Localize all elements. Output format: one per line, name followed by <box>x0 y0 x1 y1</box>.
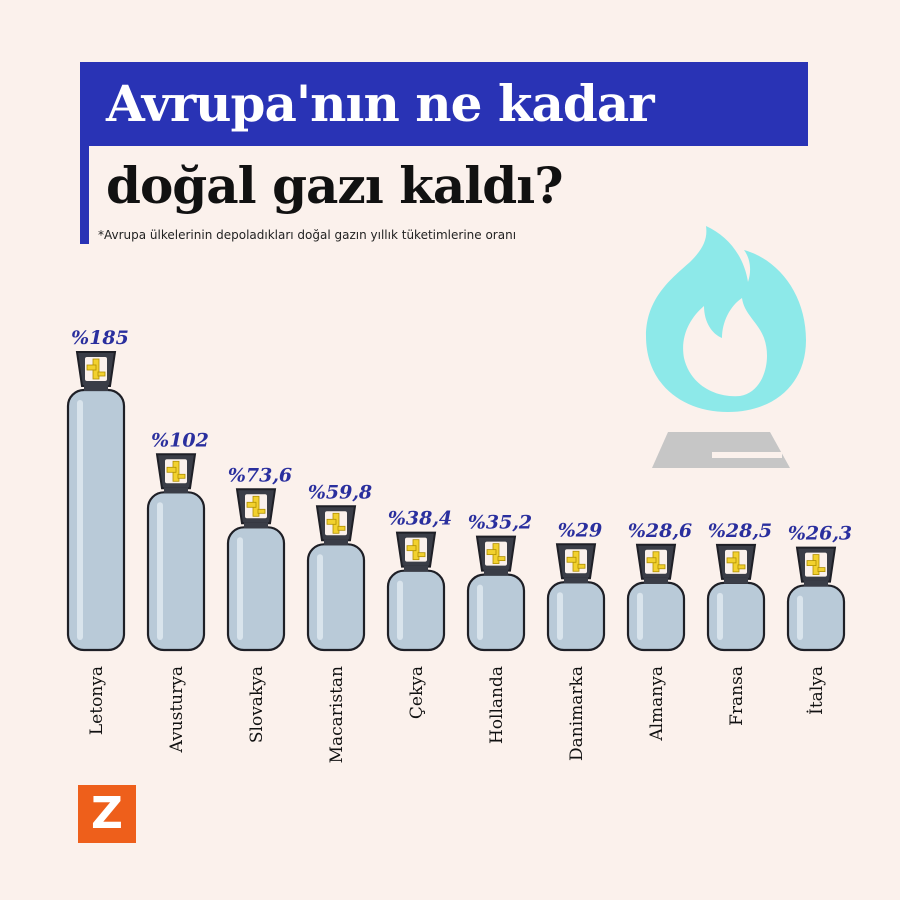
cylinder-highlight <box>637 592 643 640</box>
category-label: İtalya <box>806 666 827 715</box>
cylinder-1: %185 Letonya <box>66 327 129 735</box>
value-label: %185 <box>71 327 129 349</box>
cylinder-2: %102 Avusturya <box>146 429 209 754</box>
valve-handle <box>566 556 577 563</box>
valve-collar <box>804 580 828 587</box>
valve-handle <box>166 466 177 473</box>
valve-collar <box>164 487 188 494</box>
logo-letter: Z <box>91 788 123 839</box>
value-label: %28,5 <box>708 520 772 542</box>
cylinder-body <box>626 581 686 652</box>
category-label: Fransa <box>727 666 747 726</box>
cylinder-highlight <box>717 592 723 640</box>
valve-handle <box>406 545 417 552</box>
cylinder-body <box>66 388 126 652</box>
value-label: %26,3 <box>788 523 852 545</box>
chart-subtitle: *Avrupa ülkelerinin depoladıkları doğal … <box>98 228 517 242</box>
category-label: Letonya <box>87 666 107 735</box>
cylinder-highlight <box>237 537 243 640</box>
valve-outlet <box>817 567 826 572</box>
cylinder-body <box>706 581 766 652</box>
valve-collar <box>564 577 588 584</box>
cylinder-highlight <box>477 584 483 640</box>
value-label: %28,6 <box>628 520 692 542</box>
burner-slot <box>712 452 782 458</box>
valve-outlet <box>497 556 506 562</box>
value-label: %102 <box>151 429 209 451</box>
valve-outlet <box>97 371 106 377</box>
valve-handle <box>646 557 657 564</box>
cylinder-highlight <box>397 580 403 640</box>
category-label: Hollanda <box>487 666 507 744</box>
valve-collar <box>724 577 748 584</box>
cylinder-10: %26,3 İtalya <box>786 523 852 715</box>
cylinder-4: %59,8 Macaristan <box>306 481 372 763</box>
value-label: %73,6 <box>228 464 292 486</box>
category-label: Almanya <box>647 666 667 742</box>
cylinder-body <box>546 581 606 652</box>
value-label: %35,2 <box>468 512 532 534</box>
cylinder-highlight <box>317 554 323 640</box>
category-label: Avusturya <box>167 666 187 754</box>
valve-outlet <box>257 508 266 514</box>
chart-title-line-1: Avrupa'nın ne kadar <box>106 74 655 133</box>
cylinder-6: %35,2 Hollanda <box>466 512 532 744</box>
cylinder-highlight <box>77 400 83 640</box>
cylinder-3: %73,6 Slovakya <box>226 464 292 743</box>
valve-handle <box>486 549 497 556</box>
gas-flame-icon <box>646 226 806 468</box>
cylinder-body <box>386 569 446 652</box>
value-label: %59,8 <box>308 481 372 503</box>
cylinder-body <box>146 491 206 652</box>
valve-outlet <box>177 473 186 479</box>
valve-outlet <box>577 563 586 569</box>
valve-handle <box>86 364 97 371</box>
chart-title-line-2: doğal gazı kaldı? <box>106 156 564 215</box>
cylinder-body <box>226 526 286 652</box>
value-label: %38,4 <box>388 508 452 530</box>
cylinder-highlight <box>797 595 803 640</box>
valve-collar <box>244 522 268 529</box>
valve-handle <box>326 518 337 525</box>
category-label: Macaristan <box>327 666 347 763</box>
flame-inner-shape <box>683 298 767 397</box>
burner-base-shape <box>652 432 790 468</box>
brand-logo: Z <box>78 785 136 843</box>
cylinder-body <box>786 584 846 652</box>
cylinder-body <box>466 573 526 652</box>
cylinder-highlight <box>157 502 163 640</box>
category-label: Danimarka <box>567 666 587 761</box>
valve-collar <box>324 539 348 546</box>
valve-collar <box>404 565 428 572</box>
valve-outlet <box>417 552 426 558</box>
title-line-1-box: Avrupa'nın ne kadar <box>80 62 808 146</box>
valve-handle <box>806 560 817 566</box>
cylinder-9: %28,5 Fransa <box>706 520 772 726</box>
cylinder-body <box>306 543 366 652</box>
title-accent-bar <box>80 146 89 244</box>
category-label: Çekya <box>407 666 427 719</box>
valve-collar <box>644 577 668 584</box>
valve-outlet <box>337 525 346 531</box>
cylinder-8: %28,6 Almanya <box>626 520 692 742</box>
title-line-2-box: doğal gazı kaldı? <box>106 146 564 226</box>
category-label: Slovakya <box>247 666 267 743</box>
cylinders-layer: %185 Letonya %102 Avusturya %73,6 Slovakya %59… <box>66 327 852 763</box>
valve-handle <box>726 557 737 564</box>
valve-outlet <box>737 564 746 570</box>
cylinder-5: %38,4 Çekya <box>386 508 452 719</box>
valve-collar <box>484 569 508 576</box>
valve-outlet <box>657 564 666 570</box>
valve-collar <box>84 385 108 391</box>
valve-handle <box>246 501 257 508</box>
value-label: %29 <box>558 519 603 541</box>
cylinder-7: %29 Danimarka <box>546 519 606 761</box>
cylinder-highlight <box>557 592 563 640</box>
